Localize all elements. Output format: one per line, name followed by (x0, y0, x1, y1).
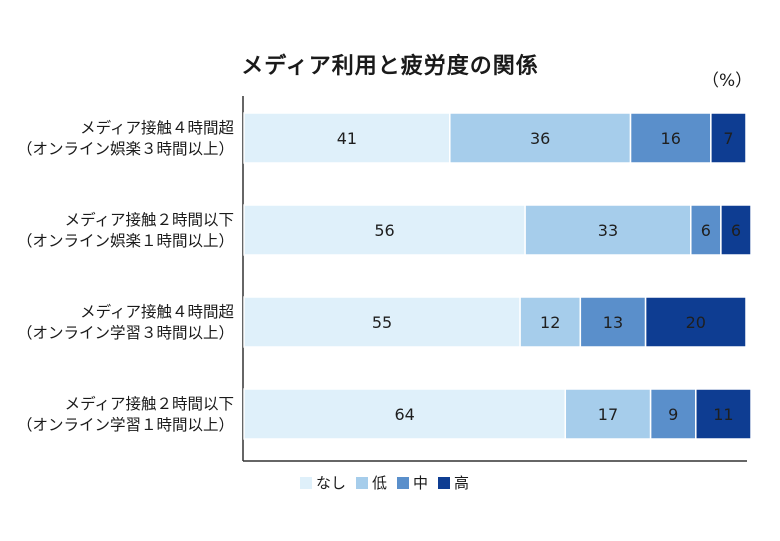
data-label: 64 (394, 405, 414, 424)
bar-segment (564, 388, 652, 440)
bar-segment (710, 112, 747, 164)
bar-segment (629, 112, 712, 164)
bar-segment (690, 204, 722, 256)
legend-item: なし (300, 472, 346, 493)
legend-swatch (300, 476, 312, 489)
legend-item: 高 (438, 472, 469, 493)
bar-segment (644, 296, 747, 348)
legend-label: 高 (454, 474, 470, 492)
category-label: （オンライン学習３時間以上） (17, 324, 234, 342)
legend-item: 中 (397, 472, 428, 493)
data-label: 9 (668, 405, 678, 424)
data-label: 6 (731, 221, 741, 240)
category-label: メディア接触４時間超 (80, 302, 234, 321)
bar-segment (524, 204, 692, 256)
data-label: 36 (530, 129, 550, 148)
bar-segment (649, 388, 697, 440)
data-label: 7 (723, 129, 733, 148)
chart-title: メディア利用と疲労度の関係 (241, 54, 539, 79)
legend-label: なし (316, 474, 347, 492)
data-label: 56 (374, 221, 394, 240)
data-label: 33 (598, 221, 618, 240)
legend-label: 低 (372, 474, 388, 492)
data-label: 17 (598, 405, 618, 424)
bar-segment (519, 296, 582, 348)
legend: なし 低 中 高 (300, 472, 479, 493)
category-label: メディア接触４時間超 (80, 118, 234, 137)
legend-swatch (356, 476, 369, 489)
bar-segment (449, 112, 632, 164)
category-label: メディア接触２時間以下 (65, 210, 234, 229)
data-label: 55 (372, 313, 392, 332)
bar-segment (720, 204, 752, 256)
category-label: （オンライン学習１時間以上） (17, 416, 234, 434)
data-label: 20 (686, 313, 706, 332)
legend-item: 低 (356, 472, 387, 493)
unit-label: （%） (702, 71, 753, 91)
data-label: 41 (337, 129, 357, 148)
data-label: 13 (603, 313, 623, 332)
legend-label: 中 (413, 474, 429, 492)
category-label: メディア接触２時間以下 (65, 394, 234, 413)
bar-segment (695, 388, 752, 440)
bar-segment (243, 388, 567, 440)
data-label: 6 (701, 221, 711, 240)
legend-swatch (397, 476, 410, 489)
data-label: 12 (540, 313, 560, 332)
category-label: （オンライン娯楽１時間以上） (17, 232, 234, 250)
bar-segment (243, 204, 526, 256)
data-label: 16 (661, 129, 681, 148)
category-label: （オンライン娯楽３時間以上） (17, 140, 234, 158)
legend-swatch (438, 476, 451, 489)
data-label: 11 (713, 405, 733, 424)
